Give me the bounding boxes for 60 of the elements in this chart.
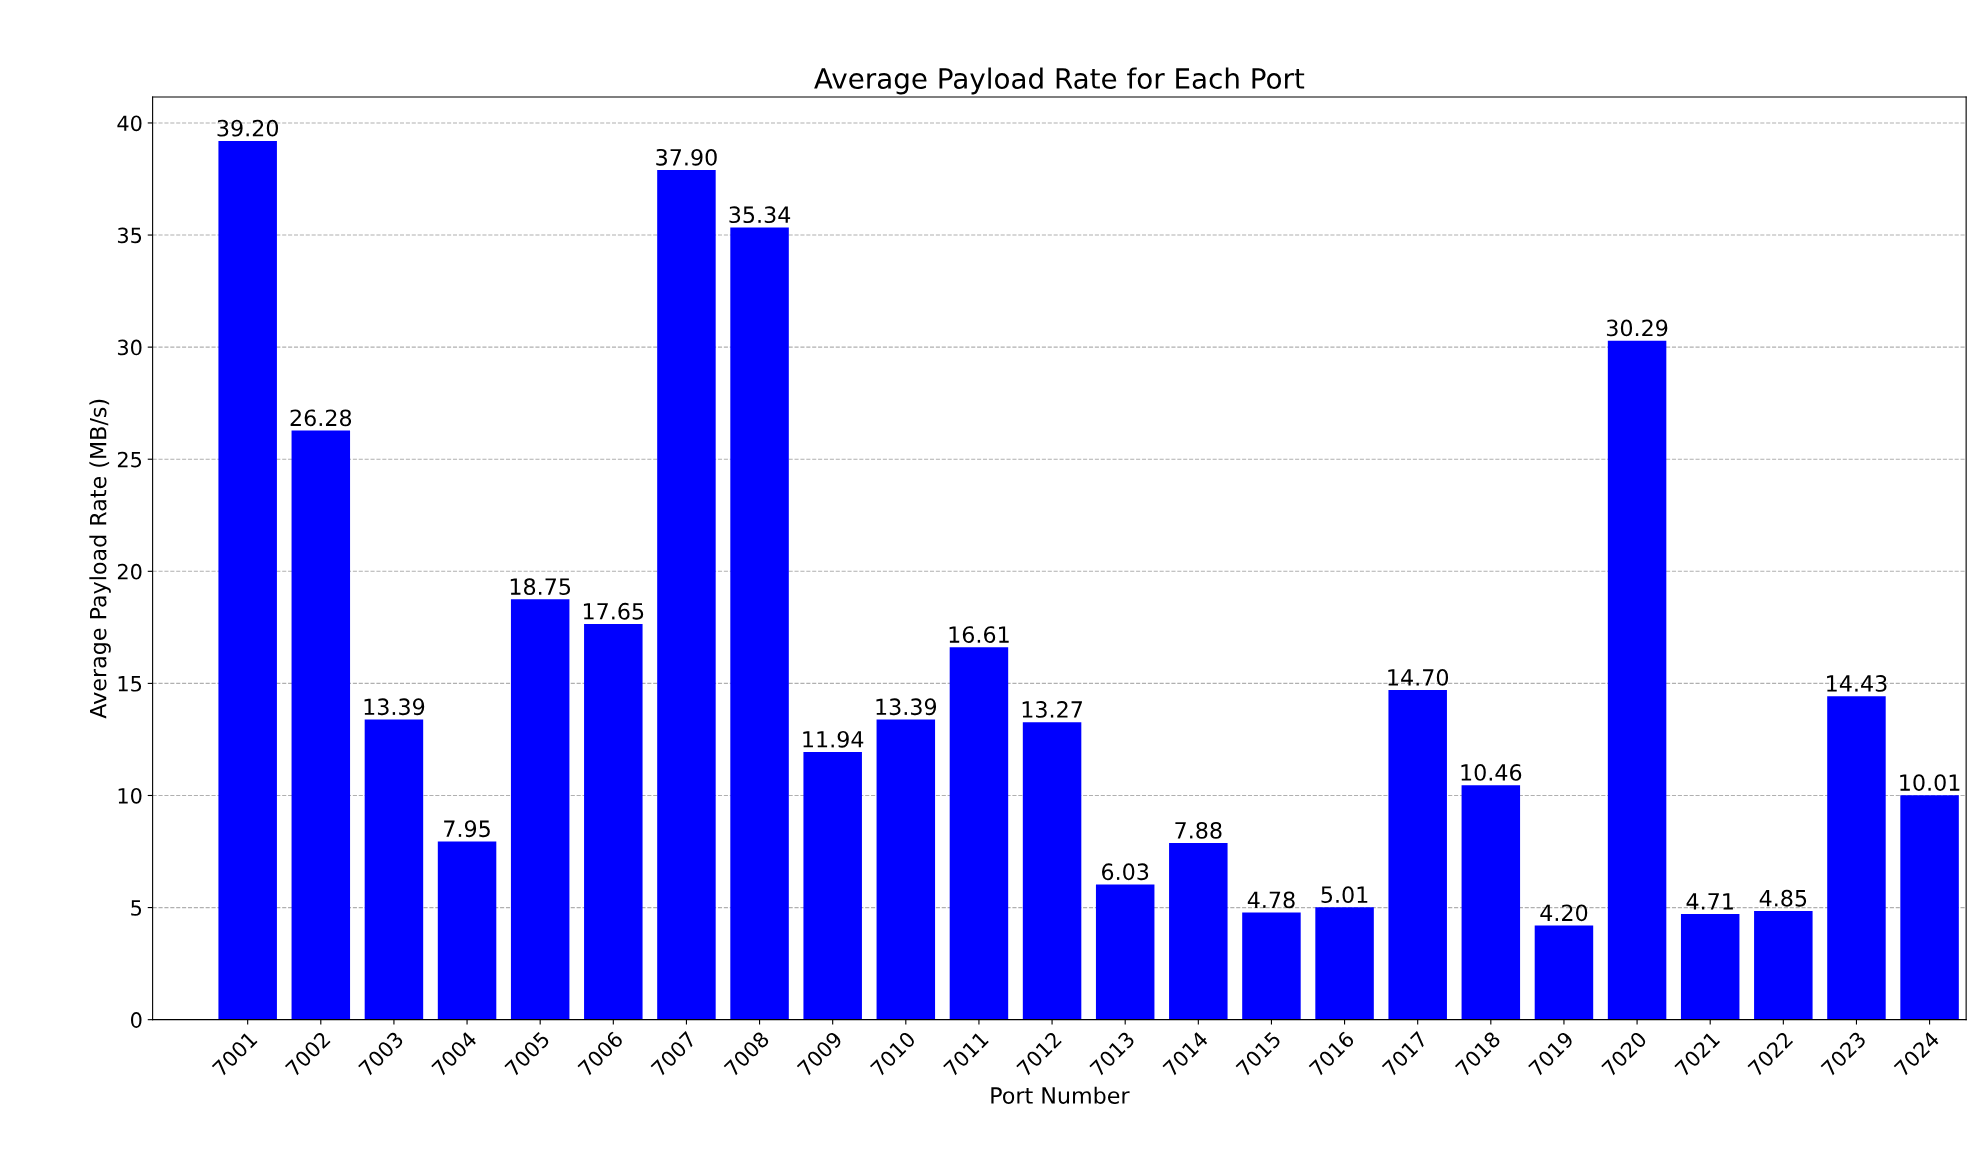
bar bbox=[803, 751, 862, 1020]
data-label: 10.01 bbox=[1900, 774, 1960, 791]
bar bbox=[584, 623, 643, 1020]
y-tick-label: 40 bbox=[117, 115, 142, 132]
data-label: 4.85 bbox=[1759, 889, 1807, 907]
bar bbox=[1461, 785, 1521, 1020]
bar bbox=[510, 599, 570, 1020]
data-label: 13.27 bbox=[1022, 701, 1082, 718]
bar bbox=[730, 227, 789, 1020]
data-label: 35.34 bbox=[729, 206, 791, 224]
data-label: 7.88 bbox=[1175, 821, 1222, 839]
data-label: 6.03 bbox=[1102, 863, 1149, 881]
data-label: 4.71 bbox=[1686, 893, 1733, 910]
data-label: 11.94 bbox=[803, 730, 864, 748]
bar bbox=[1242, 912, 1301, 1020]
bar bbox=[1315, 907, 1374, 1020]
y-tick-label: 25 bbox=[117, 451, 142, 468]
bar bbox=[1022, 722, 1082, 1020]
bar bbox=[1680, 914, 1740, 1020]
data-label: 13.39 bbox=[876, 698, 937, 716]
y-tick-label: 35 bbox=[117, 227, 142, 244]
data-label: 4.78 bbox=[1247, 891, 1295, 909]
bar bbox=[1534, 925, 1594, 1020]
y-tick-label: 20 bbox=[117, 563, 142, 580]
y-tick-label: 0 bbox=[131, 1012, 142, 1028]
data-label: 37.90 bbox=[656, 148, 717, 166]
y-tick-label: 10 bbox=[118, 787, 142, 804]
bar bbox=[437, 841, 497, 1020]
bar bbox=[291, 430, 351, 1020]
bar bbox=[949, 647, 1009, 1020]
data-label: 10.46 bbox=[1461, 764, 1522, 781]
bar bbox=[657, 170, 716, 1020]
data-label: 14.70 bbox=[1388, 669, 1449, 686]
data-label: 4.20 bbox=[1540, 904, 1588, 922]
bar bbox=[876, 719, 936, 1020]
bar bbox=[1388, 690, 1447, 1020]
y-tick-label: 30 bbox=[117, 339, 142, 356]
data-label: 16.61 bbox=[949, 626, 1009, 643]
chart-title: Average Payload Rate for Each Port bbox=[814, 67, 1305, 95]
y-axis-title: Average Payload Rate (MB/s) bbox=[89, 399, 111, 719]
bar bbox=[1900, 795, 1959, 1020]
data-label: 17.65 bbox=[583, 602, 644, 620]
bar bbox=[1607, 340, 1667, 1020]
bar bbox=[1754, 910, 1813, 1020]
y-tick-label: 15 bbox=[118, 676, 142, 692]
data-label: 26.28 bbox=[290, 409, 352, 427]
data-label: 39.20 bbox=[217, 119, 279, 137]
bar bbox=[1827, 696, 1886, 1020]
data-label: 14.43 bbox=[1827, 675, 1887, 692]
data-label: 5.01 bbox=[1321, 886, 1368, 904]
data-label: 7.95 bbox=[444, 820, 490, 838]
bar bbox=[1169, 843, 1228, 1020]
bar bbox=[218, 140, 277, 1020]
data-label: 30.29 bbox=[1606, 319, 1668, 337]
data-label: 18.75 bbox=[510, 578, 571, 596]
bar bbox=[364, 719, 424, 1020]
data-label: 13.39 bbox=[364, 698, 425, 716]
y-tick-label: 5 bbox=[131, 900, 142, 916]
bar bbox=[1095, 884, 1155, 1020]
x-axis-title: Port Number bbox=[991, 1086, 1130, 1104]
